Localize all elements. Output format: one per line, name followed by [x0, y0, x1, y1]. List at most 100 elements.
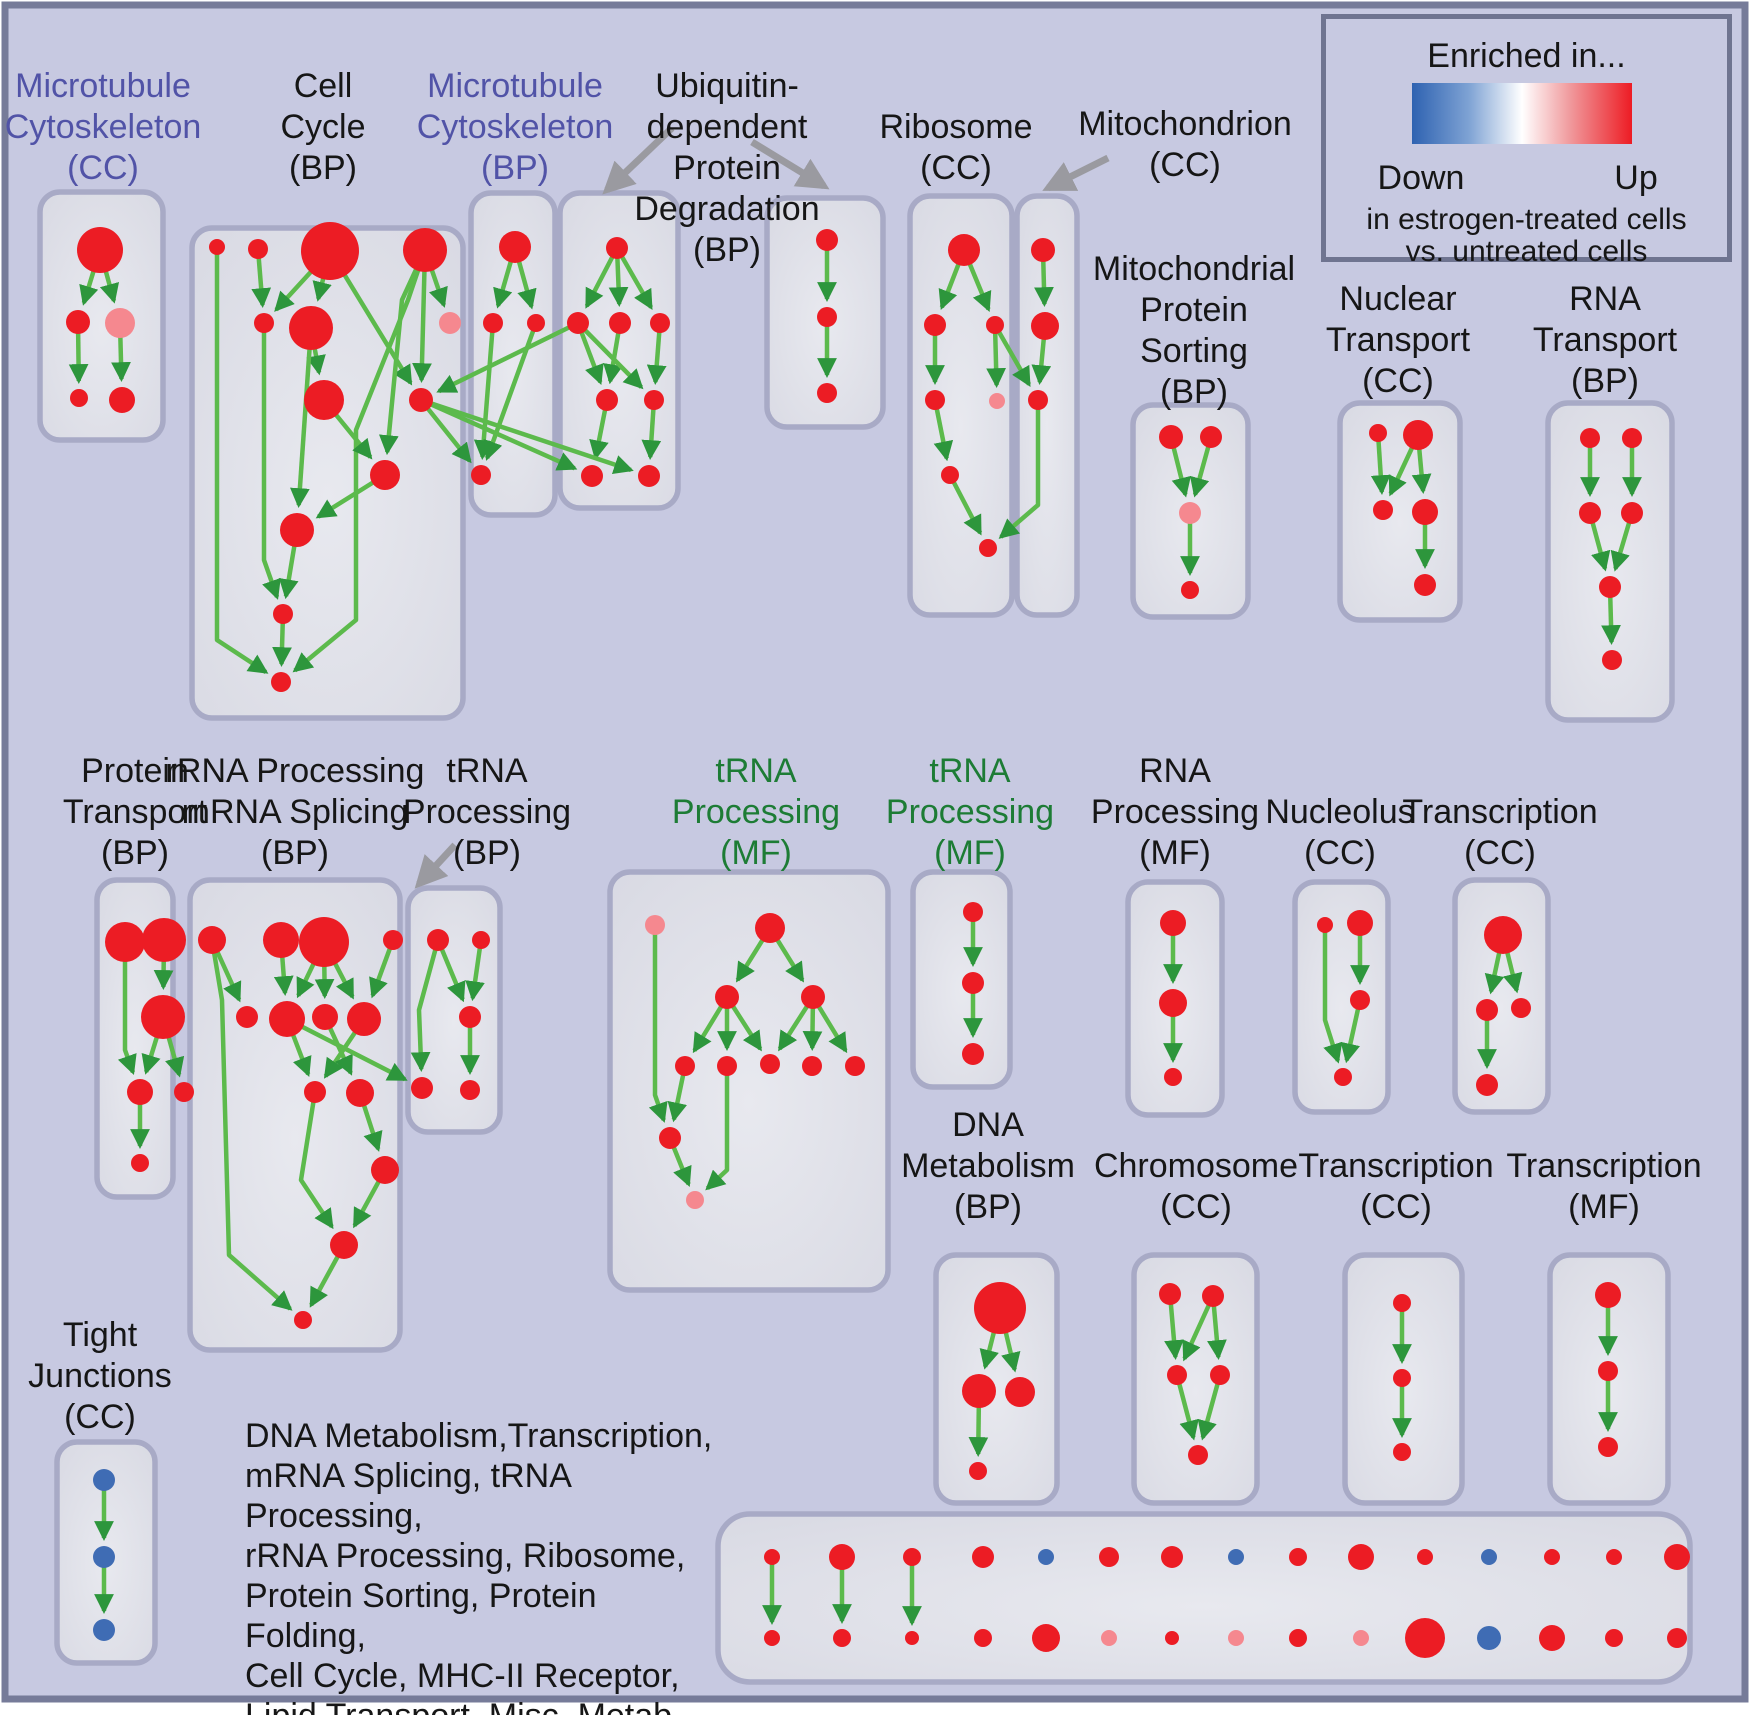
go-term-node: [1579, 502, 1601, 524]
go-term-node: [1605, 1629, 1623, 1647]
go-term-node: [411, 1077, 433, 1099]
go-term-node: [1200, 426, 1222, 448]
go-term-node: [760, 1054, 780, 1074]
go-term-node: [1160, 910, 1186, 936]
rna-transport-bp-box: [1545, 400, 1675, 723]
go-term-node: [1031, 238, 1055, 262]
go-term-node: [1210, 1365, 1230, 1385]
go-term-node: [1099, 1547, 1119, 1567]
go-term-node: [472, 931, 490, 949]
go-term-node: [1476, 1074, 1498, 1096]
go-term-node: [686, 1191, 704, 1209]
go-term-node: [263, 922, 299, 958]
go-term-node: [1348, 1544, 1374, 1570]
go-term-node: [974, 1282, 1026, 1334]
go-term-node: [1032, 1624, 1060, 1652]
go-term-node: [1405, 1618, 1445, 1658]
go-term-node: [483, 313, 503, 333]
go-term-node: [1179, 502, 1201, 524]
misc-text-line: mRNA Splicing, tRNA Processing,: [245, 1457, 570, 1535]
edge-arrow: [1174, 1374, 1199, 1441]
go-term-node: [403, 228, 447, 272]
go-term-node: [1595, 1282, 1621, 1308]
edge-arrow: [1197, 1374, 1223, 1441]
nucleolus-cc-box: [1292, 879, 1391, 1115]
go-term-node: [905, 1631, 919, 1645]
go-term-node: [989, 393, 1005, 409]
edge-arrow: [986, 324, 1007, 388]
go-term-node: [312, 1004, 338, 1030]
go-term-node: [1414, 574, 1436, 596]
go-term-node: [1038, 1549, 1054, 1565]
go-term-node: [833, 1629, 851, 1647]
go-term-node: [304, 1081, 326, 1103]
go-term-node: [1161, 1546, 1183, 1568]
edge-arrow: [117, 942, 137, 1076]
edge-arrow: [1182, 1295, 1216, 1362]
edge-arrow: [285, 1016, 408, 1082]
go-term-node: [1228, 1630, 1244, 1646]
go-term-node: [1412, 499, 1438, 525]
go-term-node: [1164, 1068, 1182, 1086]
misc-text-line: Cell Cycle, MHC-II Receptor,: [245, 1657, 680, 1695]
go-term-node: [764, 1549, 780, 1565]
go-term-node: [1667, 1628, 1687, 1648]
go-term-node: [471, 465, 491, 485]
go-term-node: [198, 926, 226, 954]
go-term-node: [142, 918, 186, 962]
edge-arrow: [209, 939, 293, 1311]
trna-processing-mf-large-box: [607, 869, 891, 1293]
go-term-node: [1159, 1283, 1181, 1305]
go-term-node: [105, 922, 145, 962]
go-term-node: [963, 902, 983, 922]
legend-up-label: Up: [1614, 159, 1658, 197]
go-term-node: [1476, 999, 1498, 1021]
go-term-node: [948, 234, 980, 266]
go-term-node: [1289, 1548, 1307, 1566]
go-term-node: [715, 985, 739, 1009]
go-term-node: [301, 222, 359, 280]
dna-metabolism-bp-box: [933, 1252, 1060, 1506]
go-term-node: [105, 308, 135, 338]
go-term-node: [969, 1462, 987, 1480]
go-term-node: [299, 917, 349, 967]
go-term-node: [1353, 1630, 1369, 1646]
go-term-node: [330, 1231, 358, 1259]
go-term-node: [1393, 1369, 1411, 1387]
go-term-node: [1484, 916, 1522, 954]
go-term-node: [370, 460, 400, 490]
go-term-node: [845, 1056, 865, 1076]
go-term-node: [77, 227, 123, 273]
go-term-node: [304, 380, 344, 420]
go-term-node: [924, 314, 946, 336]
legend-subtitle-line2: vs. untreated cells: [1405, 235, 1648, 268]
go-term-node: [962, 1374, 996, 1408]
go-term-node: [717, 1056, 737, 1076]
go-term-node: [236, 1006, 258, 1028]
go-term-node: [1228, 1549, 1244, 1565]
go-term-node: [1403, 420, 1433, 450]
edge-arrow: [214, 247, 269, 675]
go-term-node: [1664, 1544, 1690, 1570]
chromosome-cc-box: [1131, 1252, 1260, 1506]
edge-arrow: [473, 322, 496, 461]
go-term-node: [70, 389, 88, 407]
go-term-node: [141, 995, 185, 1039]
go-term-node: [1188, 1445, 1208, 1465]
go-term-node: [1347, 910, 1373, 936]
go-term-node: [1580, 428, 1600, 448]
ubiquitin-label-arrow-left: [602, 125, 675, 195]
go-term-node: [1181, 581, 1199, 599]
go-term-node: [986, 316, 1004, 334]
go-term-node: [1350, 990, 1370, 1010]
go-term-node: [66, 310, 90, 334]
go-term-node: [174, 1082, 194, 1102]
go-term-node: [974, 1629, 992, 1647]
misc-enrichment-box: [715, 1511, 1693, 1685]
go-term-node: [1317, 917, 1333, 933]
go-term-node: [1599, 576, 1621, 598]
misc-text-line: Lipid Transport, Misc. Metab.: [245, 1696, 715, 1715]
go-term-node: [273, 604, 293, 624]
go-term-node: [1005, 1377, 1035, 1407]
edge-arrow: [290, 327, 314, 509]
